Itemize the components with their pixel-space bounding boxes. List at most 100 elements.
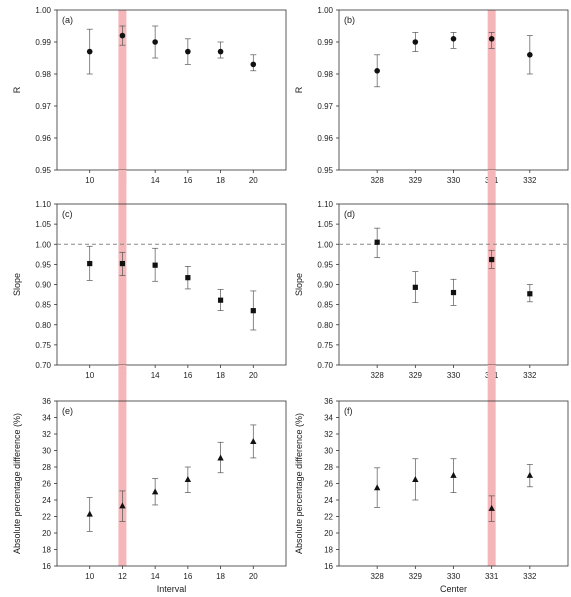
y-tick-label: 0.80 <box>35 321 51 330</box>
data-point <box>119 32 126 39</box>
y-tick-label: 0.98 <box>35 70 51 79</box>
panel-0: 0.950.960.970.980.991.00101214161820(a)R <box>12 6 287 185</box>
x-tick-label: 330 <box>447 371 461 380</box>
y-tick-label: 16 <box>42 562 51 571</box>
y-tick-label: 0.70 <box>317 361 333 370</box>
data-point <box>488 504 495 511</box>
x-tick-label: 328 <box>370 371 384 380</box>
y-tick-label: 22 <box>324 513 333 522</box>
y-axis-label: Absolute percentage difference (%) <box>294 413 304 554</box>
y-tick-label: 0.99 <box>317 38 333 47</box>
y-axis-label: Slope <box>294 273 304 296</box>
x-tick-label: 332 <box>523 176 537 185</box>
data-point <box>412 284 418 290</box>
highlight-band-gap <box>487 170 496 204</box>
y-tick-label: 24 <box>324 496 333 505</box>
y-tick-label: 28 <box>42 463 51 472</box>
highlight-band <box>118 10 127 170</box>
x-tick-label: 16 <box>183 572 192 581</box>
y-tick-label: 0.96 <box>35 134 51 143</box>
y-tick-label: 0.75 <box>317 341 333 350</box>
data-point <box>450 36 457 42</box>
highlight-band <box>487 10 496 170</box>
x-axis-label: Center <box>440 584 467 594</box>
panel-label: (b) <box>344 15 355 25</box>
y-tick-label: 0.98 <box>317 70 333 79</box>
x-tick-label: 331 <box>485 572 499 581</box>
data-point <box>489 256 495 263</box>
x-tick-label: 16 <box>183 176 192 185</box>
y-tick-label: 18 <box>42 546 51 555</box>
panel-1: 0.950.960.970.980.991.00328329330331332(… <box>294 6 569 185</box>
y-tick-label: 20 <box>42 529 51 538</box>
data-point <box>526 471 534 478</box>
plot-frame <box>56 9 287 171</box>
data-point <box>527 52 533 58</box>
data-point <box>217 297 224 303</box>
data-point <box>184 475 192 482</box>
y-tick-label: 26 <box>42 480 51 489</box>
y-tick-label: 0.96 <box>317 134 333 143</box>
y-tick-label: 0.95 <box>35 166 51 175</box>
y-axis-label: R <box>12 86 22 93</box>
highlight-band <box>118 401 127 566</box>
x-tick-label: 329 <box>409 176 423 185</box>
y-tick-label: 1.10 <box>35 200 51 209</box>
y-tick-label: 1.00 <box>35 240 51 249</box>
y-tick-label: 36 <box>42 397 51 406</box>
x-axis-label: Interval <box>157 584 187 594</box>
data-point <box>86 510 93 517</box>
panel-label: (c) <box>62 209 73 219</box>
y-tick-label: 34 <box>42 414 51 423</box>
x-tick-label: 18 <box>216 572 225 581</box>
x-tick-label: 329 <box>409 371 423 380</box>
data-point <box>217 454 224 461</box>
x-tick-label: 20 <box>249 176 258 185</box>
x-tick-label: 329 <box>409 572 423 581</box>
highlight-band <box>487 401 496 566</box>
data-point <box>185 275 191 281</box>
x-tick-label: 18 <box>216 176 225 185</box>
data-point <box>374 239 380 245</box>
panel-label: (a) <box>62 15 73 25</box>
y-tick-label: 0.95 <box>317 166 333 175</box>
highlight-band <box>118 204 127 365</box>
data-point <box>119 502 126 509</box>
plot-frame <box>56 400 287 567</box>
y-axis-label: Absolute percentage difference (%) <box>12 413 22 554</box>
data-point <box>412 39 419 45</box>
x-tick-label: 332 <box>523 572 537 581</box>
data-point <box>152 262 158 268</box>
x-tick-label: 14 <box>151 176 160 185</box>
panel-4: 16 18 20 22 24 26 28 30 32 34 36 10 12 14 16 18 20 (e) Abs… <box>12 365 287 594</box>
data-point <box>250 438 257 445</box>
data-point <box>151 488 159 495</box>
panel-label: (f) <box>344 406 353 416</box>
panel-2: 0.700.750.800.850.900.951.001.051.101012… <box>12 170 287 380</box>
y-tick-label: 0.70 <box>35 361 51 370</box>
y-tick-label: 22 <box>42 513 51 522</box>
y-tick-label: 32 <box>42 430 51 439</box>
y-tick-label: 0.80 <box>317 321 333 330</box>
data-point <box>527 291 533 297</box>
data-point <box>250 61 257 68</box>
data-point <box>217 48 224 55</box>
x-tick-label: 20 <box>249 572 258 581</box>
y-tick-label: 1.05 <box>35 220 51 229</box>
y-tick-label: 1.00 <box>35 6 51 15</box>
y-tick-label: 20 <box>324 529 333 538</box>
data-point <box>373 484 381 491</box>
y-tick-label: 32 <box>324 430 333 439</box>
x-tick-label: 16 <box>183 371 192 380</box>
y-tick-label: 1.10 <box>317 200 333 209</box>
x-tick-label: 10 <box>85 371 94 380</box>
x-tick-label: 332 <box>523 371 537 380</box>
highlight-band-gap <box>118 365 127 401</box>
x-tick-label: 12 <box>118 572 127 581</box>
plot-frame <box>56 203 287 366</box>
y-tick-label: 0.99 <box>35 38 51 47</box>
data-point <box>152 39 158 45</box>
y-tick-label: 36 <box>324 397 333 406</box>
y-tick-label: 16 <box>324 562 333 571</box>
x-tick-label: 14 <box>151 572 160 581</box>
